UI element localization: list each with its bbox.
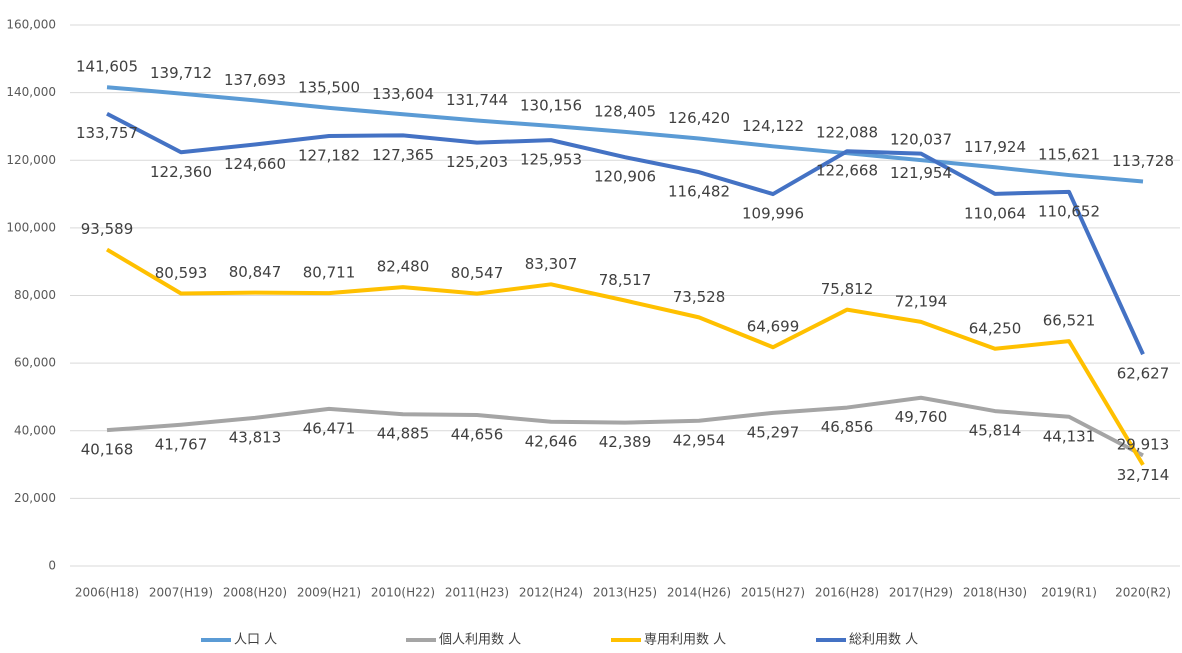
y-tick-label: 20,000 xyxy=(14,491,56,505)
data-label: 133,757 xyxy=(76,124,138,142)
data-label: 137,693 xyxy=(224,71,286,89)
data-label: 83,307 xyxy=(525,255,578,273)
data-label: 122,088 xyxy=(816,124,878,142)
data-label: 32,714 xyxy=(1117,466,1170,484)
y-tick-label: 40,000 xyxy=(14,423,56,437)
legend-label: 専用利用数 人 xyxy=(644,633,726,648)
data-label: 45,297 xyxy=(747,423,800,441)
data-label: 125,203 xyxy=(446,153,508,171)
data-label: 115,621 xyxy=(1038,146,1100,164)
data-label: 80,593 xyxy=(155,264,208,282)
data-label: 82,480 xyxy=(377,258,430,276)
data-label: 127,365 xyxy=(372,146,434,164)
x-tick-label: 2014(H26) xyxy=(667,586,731,600)
data-label: 110,652 xyxy=(1038,202,1100,220)
data-label: 44,131 xyxy=(1043,427,1096,445)
data-label: 117,924 xyxy=(964,138,1026,156)
y-tick-label: 100,000 xyxy=(6,220,56,234)
data-label: 121,954 xyxy=(890,164,952,182)
data-label: 42,389 xyxy=(599,433,652,451)
data-label: 80,547 xyxy=(451,264,504,282)
x-tick-label: 2007(H19) xyxy=(149,586,213,600)
data-label: 127,182 xyxy=(298,146,360,164)
y-tick-label: 0 xyxy=(48,559,56,573)
x-tick-label: 2008(H20) xyxy=(223,586,287,600)
data-label: 42,646 xyxy=(525,432,578,450)
data-label: 78,517 xyxy=(599,271,652,289)
data-label: 72,194 xyxy=(895,292,948,310)
data-label: 122,668 xyxy=(816,162,878,180)
data-label: 124,660 xyxy=(224,155,286,173)
data-label: 110,064 xyxy=(964,204,1026,222)
y-tick-label: 120,000 xyxy=(6,153,56,167)
y-tick-label: 60,000 xyxy=(14,356,56,370)
data-label: 64,699 xyxy=(747,318,800,336)
data-label: 41,767 xyxy=(155,435,208,453)
y-tick-label: 80,000 xyxy=(14,288,56,302)
data-label: 44,656 xyxy=(451,426,504,444)
x-tick-label: 2012(H24) xyxy=(519,586,583,600)
data-label: 64,250 xyxy=(969,319,1022,337)
data-label: 46,471 xyxy=(303,419,356,437)
data-label: 29,913 xyxy=(1117,435,1170,453)
data-label: 66,521 xyxy=(1043,312,1096,330)
y-tick-label: 160,000 xyxy=(6,18,56,32)
x-tick-label: 2019(R1) xyxy=(1041,586,1097,600)
x-tick-label: 2018(H30) xyxy=(963,586,1027,600)
series-line xyxy=(106,85,1144,184)
x-tick-label: 2011(H23) xyxy=(445,586,509,600)
data-label: 109,996 xyxy=(742,205,804,223)
data-label: 125,953 xyxy=(520,151,582,169)
data-label: 120,906 xyxy=(594,168,656,186)
legend-label: 人口 人 xyxy=(234,633,277,648)
data-label: 46,856 xyxy=(821,418,874,436)
data-label: 40,168 xyxy=(81,441,134,459)
data-label: 75,812 xyxy=(821,280,874,298)
data-label: 80,847 xyxy=(229,263,282,281)
data-label: 62,627 xyxy=(1117,365,1170,383)
y-tick-label: 140,000 xyxy=(6,85,56,99)
data-label: 135,500 xyxy=(298,78,360,96)
data-label: 113,728 xyxy=(1112,152,1174,170)
data-label: 128,405 xyxy=(594,102,656,120)
data-label: 126,420 xyxy=(668,109,730,127)
x-tick-label: 2009(H21) xyxy=(297,586,361,600)
legend-label: 総利用数 人 xyxy=(849,633,918,648)
data-label: 131,744 xyxy=(446,91,508,109)
series-line xyxy=(106,395,1144,458)
data-label: 80,711 xyxy=(303,264,356,282)
data-label: 116,482 xyxy=(668,183,730,201)
x-tick-label: 2010(H22) xyxy=(371,586,435,600)
x-tick-label: 2013(H25) xyxy=(593,586,657,600)
data-label: 42,954 xyxy=(673,431,726,449)
legend-label: 個人利用数 人 xyxy=(439,633,521,648)
data-label: 141,605 xyxy=(76,58,138,76)
series-line xyxy=(106,111,1145,356)
x-tick-label: 2017(H29) xyxy=(889,586,953,600)
series-line xyxy=(105,247,1145,466)
x-tick-label: 2006(H18) xyxy=(75,586,139,600)
data-label: 43,813 xyxy=(229,428,282,446)
data-label: 44,885 xyxy=(377,425,430,443)
x-tick-label: 2020(R2) xyxy=(1115,586,1171,600)
data-label: 122,360 xyxy=(150,163,212,181)
data-label: 130,156 xyxy=(520,96,582,114)
data-label: 93,589 xyxy=(81,220,134,238)
data-label: 49,760 xyxy=(895,408,948,426)
x-tick-label: 2016(H28) xyxy=(815,586,879,600)
data-label: 124,122 xyxy=(742,117,804,135)
data-label: 120,037 xyxy=(890,131,952,149)
data-label: 133,604 xyxy=(372,85,434,103)
data-label: 73,528 xyxy=(673,288,726,306)
data-label: 45,814 xyxy=(969,422,1022,440)
data-label: 139,712 xyxy=(150,64,212,82)
x-tick-label: 2015(H27) xyxy=(741,586,805,600)
